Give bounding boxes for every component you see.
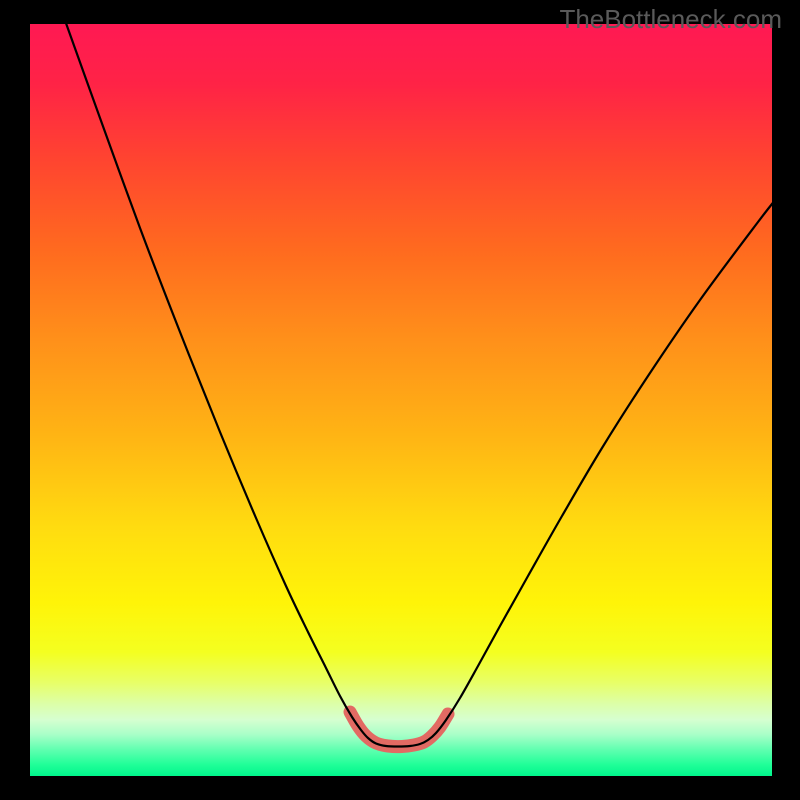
watermark-text: TheBottleneck.com — [559, 4, 782, 35]
gradient-background — [30, 24, 772, 776]
bottleneck-chart — [0, 0, 800, 800]
